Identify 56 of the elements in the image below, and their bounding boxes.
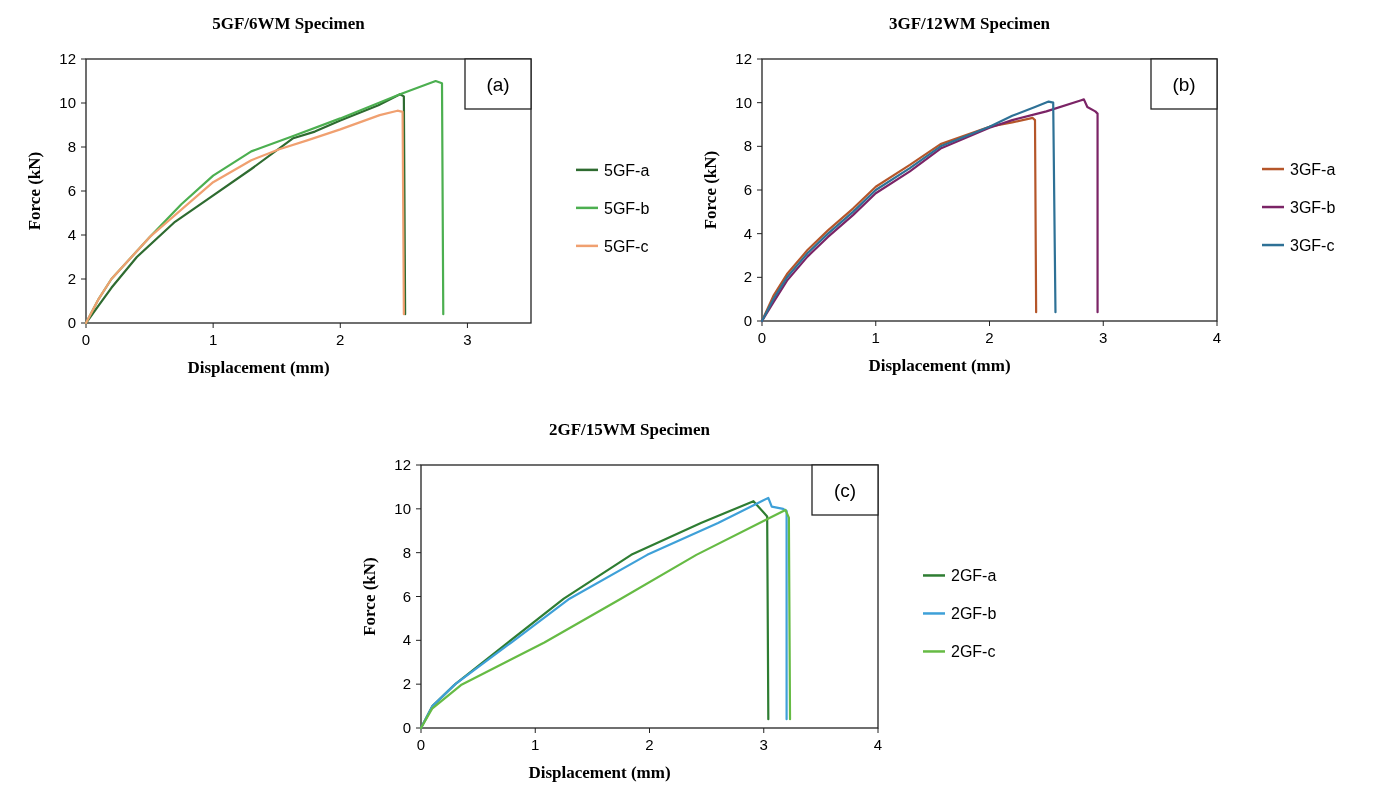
x-axis-title: Displacement (mm): [528, 763, 671, 782]
y-tick-label: 10: [735, 93, 752, 111]
y-tick-label: 12: [59, 50, 76, 67]
annotation: (b): [1172, 74, 1196, 95]
annotation: (c): [833, 480, 857, 501]
x-axis-title: Displacement (mm): [187, 358, 330, 377]
y-tick-label: 10: [394, 499, 411, 517]
x-tick-label: 3: [1099, 329, 1108, 346]
x-tick-label: 1: [871, 329, 880, 346]
y-tick-label: 8: [402, 543, 411, 561]
y-tick-label: 6: [67, 182, 76, 199]
annotation: (a): [486, 74, 510, 95]
x-tick-label: 0: [416, 736, 426, 753]
legend-label: 3GF-c: [1290, 237, 1335, 255]
legend-label: 3GF-a: [1290, 161, 1336, 179]
y-tick-label: 4: [67, 226, 76, 243]
legend-label: 3GF-b: [1290, 199, 1336, 217]
y-tick-label: 12: [735, 50, 752, 67]
x-tick-label: 2: [985, 329, 994, 346]
y-tick-label: 8: [743, 137, 752, 155]
y-tick-label: 12: [394, 456, 411, 473]
y-tick-label: 2: [402, 675, 411, 693]
y-tick-label: 6: [402, 587, 411, 605]
y-axis-title: Force (kN): [25, 151, 44, 231]
legend-label: 2GF-a: [951, 567, 997, 585]
x-tick-label: 0: [81, 331, 91, 348]
legend-label: 5GF-b: [604, 199, 650, 217]
y-tick-label: 0: [67, 314, 76, 331]
chart-title: 5GF/6WM Specimen: [212, 14, 366, 33]
x-tick-label: 1: [531, 736, 540, 753]
y-tick-label: 8: [67, 138, 76, 155]
y-tick-label: 2: [67, 270, 76, 287]
x-tick-label: 4: [873, 736, 883, 753]
x-tick-label: 2: [645, 736, 654, 753]
legend-label: 5GF-c: [604, 237, 649, 255]
chart-title: 3GF/12WM Specimen: [888, 14, 1051, 33]
legend-label: 2GF-c: [951, 643, 996, 661]
y-axis-title: Force (kN): [360, 557, 379, 636]
y-tick-label: 0: [402, 719, 411, 736]
legend-label: 5GF-a: [604, 161, 650, 179]
x-tick-label: 3: [759, 736, 768, 753]
y-tick-label: 4: [402, 631, 411, 649]
y-tick-label: 2: [743, 268, 752, 286]
x-axis-title: Displacement (mm): [868, 356, 1011, 375]
x-tick-label: 1: [208, 331, 218, 348]
y-tick-label: 4: [743, 224, 752, 242]
x-tick-label: 2: [336, 331, 345, 348]
legend-label: 2GF-b: [951, 605, 997, 623]
y-tick-label: 0: [743, 312, 752, 329]
chart-title: 2GF/15WM Specimen: [548, 420, 711, 439]
x-tick-label: 4: [1212, 329, 1222, 346]
x-tick-label: 3: [463, 331, 472, 348]
y-tick-label: 6: [743, 181, 752, 198]
x-tick-label: 0: [757, 329, 767, 346]
y-tick-label: 10: [59, 94, 76, 111]
y-axis-title: Force (kN): [701, 150, 720, 230]
